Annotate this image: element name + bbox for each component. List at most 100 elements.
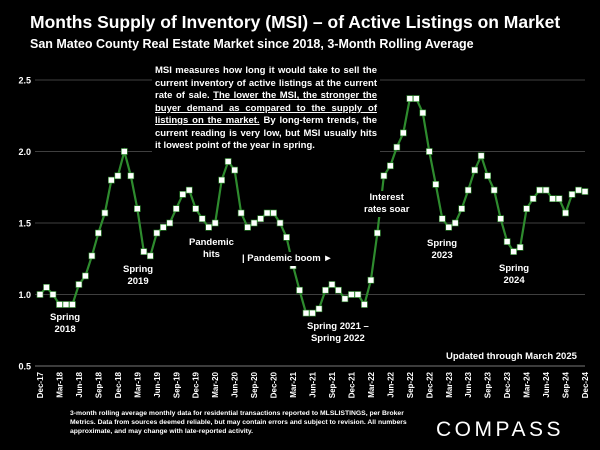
msi-data-point (562, 209, 569, 217)
x-tick-label: Mar-24 (523, 371, 532, 397)
msi-data-point (108, 176, 115, 184)
x-tick-label: Mar-18 (55, 371, 64, 397)
msi-data-point (490, 186, 498, 194)
msi-data-point (185, 186, 193, 194)
msi-data-point (348, 291, 355, 298)
x-tick-label: Mar-19 (133, 371, 142, 397)
msi-data-point (497, 215, 504, 223)
x-tick-label: Sep-21 (328, 371, 337, 398)
y-tick-label: 2.5 (18, 76, 31, 86)
x-tick-label: Sep-20 (250, 371, 259, 398)
annotation-pandemic-boom: | Pandemic boom ► (240, 252, 335, 266)
annotation-interest-rates: Interest rates soar (362, 191, 412, 217)
msi-data-point (413, 95, 420, 102)
msi-data-point (179, 191, 187, 198)
msi-data-point (237, 209, 245, 217)
x-tick-label: Jun-21 (309, 371, 318, 397)
annotation-spring-2024: Spring 2024 (497, 262, 532, 288)
x-tick-label: Mar-20 (211, 371, 220, 397)
msi-data-point (438, 215, 446, 223)
msi-data-point (387, 162, 394, 170)
msi-data-point (114, 172, 122, 180)
msi-data-point (432, 181, 440, 188)
x-tick-label: Dec-18 (114, 371, 123, 398)
x-tick-label: Dec-24 (581, 371, 590, 398)
msi-data-point (549, 195, 556, 202)
y-tick-label: 1.5 (18, 219, 31, 229)
annotation-pandemic-hits: Pandemic hits (187, 236, 236, 262)
msi-data-point (503, 238, 511, 245)
y-tick-label: 0.5 (18, 362, 31, 372)
msi-data-point (69, 301, 76, 308)
msi-data-point (471, 166, 479, 174)
x-tick-label: Jun-20 (231, 371, 240, 397)
x-tick-label: Sep-23 (484, 371, 493, 398)
annotation-spring-2023: Spring 2023 (425, 237, 460, 263)
msi-data-point (146, 252, 154, 260)
y-tick-label: 2.0 (18, 147, 31, 157)
msi-data-point (510, 248, 517, 255)
msi-data-point (516, 244, 524, 251)
msi-data-point (231, 166, 238, 174)
msi-data-point (270, 209, 277, 217)
msi-data-point (56, 301, 63, 308)
msi-data-point (380, 172, 388, 180)
msi-data-point (529, 195, 537, 202)
msi-explanation-part1: MSI measures how long it would take to s… (155, 65, 377, 102)
msi-data-point (302, 309, 310, 317)
msi-data-point (361, 301, 368, 308)
msi-explanation-part2: The lower the MSI, the stronger the buye… (155, 90, 377, 127)
msi-data-point (75, 281, 83, 288)
msi-data-point (335, 286, 342, 294)
msi-data-point (451, 219, 459, 227)
source-footnote: 3-month rolling average monthly data for… (70, 410, 407, 435)
x-tick-label: Sep-19 (172, 371, 181, 398)
msi-data-point (555, 195, 563, 202)
msi-data-point (49, 291, 57, 298)
msi-data-point (536, 186, 543, 194)
msi-data-point (322, 286, 329, 294)
msi-data-point (315, 305, 323, 313)
x-tick-label: Mar-21 (289, 371, 298, 397)
msi-data-point (263, 209, 271, 217)
msi-data-point (328, 281, 336, 288)
msi-data-point (95, 229, 102, 237)
msi-data-point (445, 223, 453, 231)
msi-data-point (62, 301, 70, 308)
msi-data-point (341, 295, 349, 303)
msi-data-point (568, 191, 576, 198)
x-tick-label: Mar-22 (367, 371, 376, 397)
x-tick-label: Sep-22 (406, 371, 415, 398)
msi-data-point (218, 176, 225, 184)
chart-subtitle: San Mateo County Real Estate Market sinc… (30, 37, 474, 51)
msi-data-point (523, 205, 530, 212)
msi-data-point (134, 205, 141, 212)
x-tick-label: Mar-23 (445, 371, 454, 397)
msi-data-point (101, 209, 109, 217)
annotation-updated: Updated through March 2025 (446, 351, 577, 362)
msi-data-point (172, 205, 180, 212)
x-tick-label: Jun-23 (464, 371, 473, 397)
msi-data-point (198, 215, 206, 223)
x-tick-label: Jun-19 (153, 371, 162, 397)
msi-data-point (43, 284, 50, 291)
msi-data-point (283, 234, 290, 241)
msi-data-point (205, 223, 212, 231)
msi-data-point (477, 152, 485, 160)
msi-data-point (257, 215, 264, 223)
x-tick-label: Jun-24 (542, 371, 551, 397)
x-tick-label: Sep-24 (562, 371, 571, 398)
msi-data-point (121, 148, 128, 155)
annotation-spring-2018: Spring 2018 (48, 311, 83, 337)
compass-logo: COMPASS (436, 418, 564, 441)
msi-data-point (244, 223, 251, 231)
msi-explanation: MSI measures how long it would take to s… (152, 63, 380, 155)
msi-data-point (425, 148, 433, 155)
msi-data-point (309, 309, 316, 317)
msi-data-point (276, 219, 284, 227)
msi-data-point (166, 219, 174, 227)
msi-data-point (458, 205, 466, 212)
msi-data-point (374, 229, 381, 237)
y-tick-label: 1.0 (18, 290, 31, 300)
